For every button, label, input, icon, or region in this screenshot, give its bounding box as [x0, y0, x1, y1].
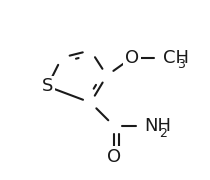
Text: O: O [107, 148, 121, 166]
Text: CH: CH [163, 49, 189, 67]
Text: O: O [125, 49, 139, 67]
Text: NH: NH [145, 117, 172, 135]
Text: S: S [42, 77, 53, 95]
Text: 3: 3 [177, 58, 185, 71]
Text: 2: 2 [159, 127, 167, 140]
